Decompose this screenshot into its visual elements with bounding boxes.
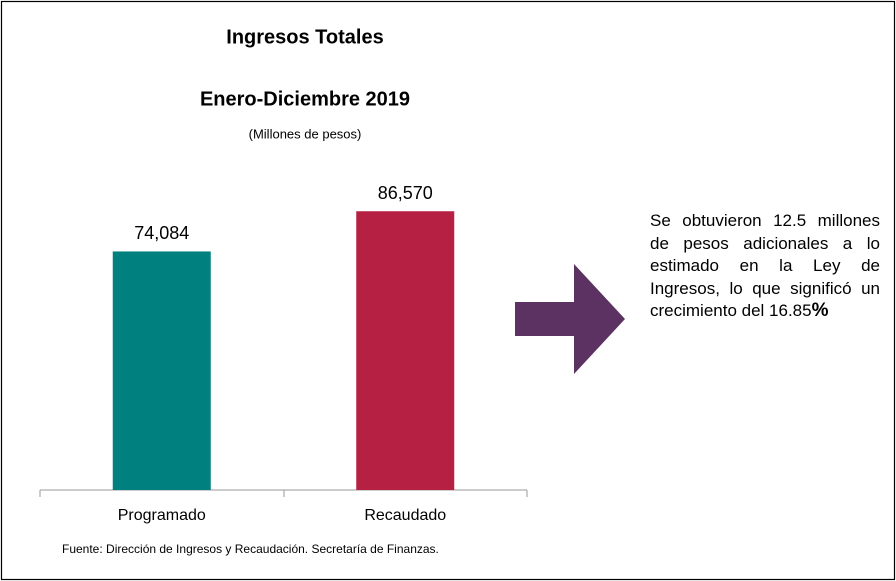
- x-tick-label: Programado: [118, 507, 206, 524]
- source-note: Fuente: Dirección de Ingresos y Recaudac…: [62, 542, 439, 556]
- bar: [356, 211, 455, 490]
- annotation-percent: %: [811, 300, 829, 321]
- arrow: [515, 264, 625, 374]
- unit-label: (Millones de pesos): [249, 126, 362, 141]
- chart-title: Ingresos Totales: [226, 26, 383, 48]
- value-label: 74,084: [134, 223, 189, 243]
- chart-subtitle: Enero-Diciembre 2019: [200, 88, 410, 110]
- value-label: 86,570: [378, 183, 433, 203]
- x-tick-label: Recaudado: [364, 507, 446, 524]
- annotation-text: Se obtuvieron 12.5 millones de pesos adi…: [650, 211, 880, 320]
- bar: [112, 251, 211, 490]
- annotation: Se obtuvieron 12.5 millones de pesos adi…: [650, 210, 880, 323]
